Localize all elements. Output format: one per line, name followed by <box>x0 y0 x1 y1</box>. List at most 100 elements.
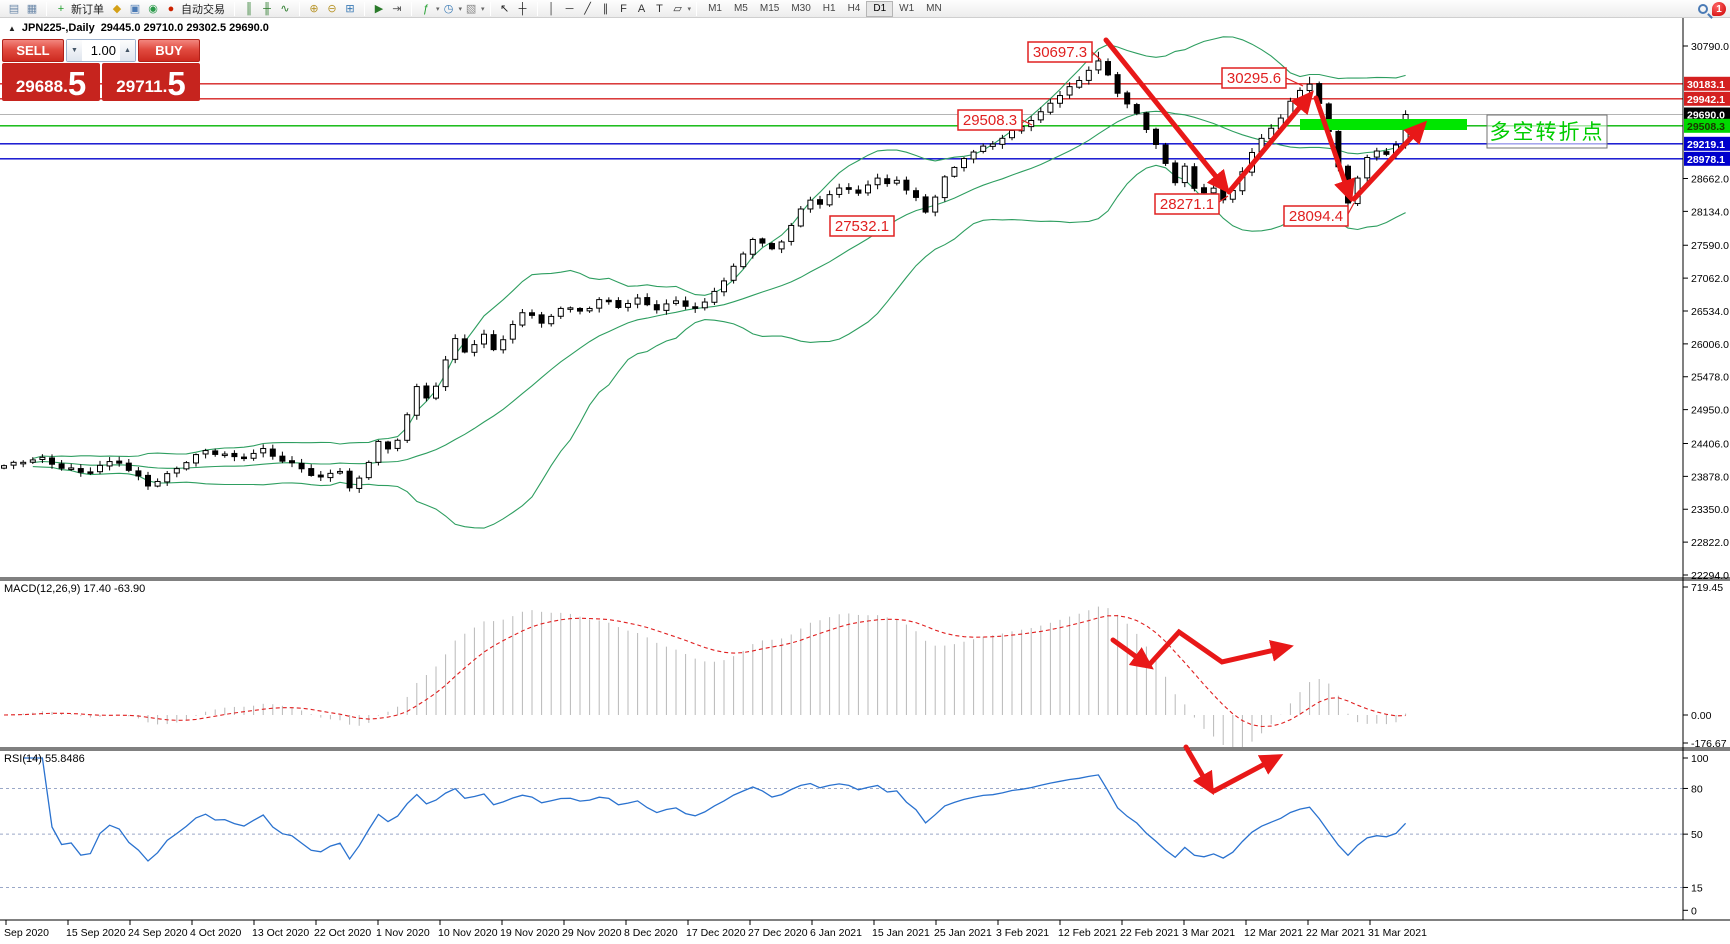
templates-icon-caret[interactable]: ▾ <box>481 5 485 13</box>
expert-advisors-icon[interactable]: ▣ <box>129 3 141 15</box>
buy-price-frac: 5 <box>167 65 186 102</box>
signals-icon[interactable]: ◉ <box>148 3 158 15</box>
crosshair-icon[interactable]: ┼ <box>518 2 527 15</box>
toolbar-right: 1 <box>1698 2 1726 19</box>
date-label: 15 Sep 2020 <box>66 927 126 939</box>
indicators-icon-caret[interactable]: ▾ <box>436 5 440 13</box>
templates-icon[interactable]: ▧ <box>465 3 477 15</box>
trendline-icon[interactable]: ╱ <box>584 3 591 15</box>
trend-arrow-main-1[interactable] <box>1226 90 1314 195</box>
trend-arrow-macd-1[interactable] <box>1146 628 1294 668</box>
shapes-icon-caret[interactable]: ▾ <box>687 5 692 13</box>
timeframe-group: M1 M5 M15 M30 H1 H4 D1 W1 MN <box>699 0 951 17</box>
callout-text: 29508.3 <box>963 112 1017 129</box>
toolbar-group: │ ─ ╱ ∥ F A T ▱ ▾ <box>540 1 695 17</box>
price-tick: 23878.0 <box>1691 471 1729 483</box>
toolbar-separator <box>489 1 491 16</box>
turning-point-highlight[interactable] <box>1300 119 1467 130</box>
price-axis[interactable]: 30790.0 28662.0 28134.0 27590.0 27062.0 26534… <box>1683 41 1730 582</box>
timeframe-m1[interactable]: M1 <box>708 3 722 14</box>
callout-30697.3[interactable]: 30697.3 <box>1027 41 1102 63</box>
candlestick-chart-icon[interactable]: ╫ <box>263 2 271 15</box>
trend-arrow-main-2[interactable] <box>1313 95 1355 203</box>
one-click-trade-panel: SELL ▼ 1.00 ▲ BUY 29688. 5 29711. 5 <box>2 39 200 101</box>
price-tick: 25478.0 <box>1691 372 1729 384</box>
fibonacci-icon[interactable]: F <box>620 2 627 15</box>
toolbar-separator <box>536 1 538 16</box>
price-tick: 24950.0 <box>1691 405 1729 417</box>
macd-indicator-label: MACD(12,26,9) 17.40 -63.90 <box>4 583 146 595</box>
auto-scroll-icon[interactable]: ▶ <box>374 3 384 15</box>
trend-arrow-main-0[interactable] <box>1103 37 1230 194</box>
buy-price-button[interactable]: 29711. 5 <box>102 63 200 101</box>
rsi-axis-label: 0 <box>1691 905 1697 917</box>
text-label-icon[interactable]: T <box>656 2 663 15</box>
callout-29508.3[interactable]: 29508.3 <box>957 109 1033 131</box>
trend-arrow-rsi-0[interactable] <box>1183 744 1215 796</box>
timeframe-m5[interactable]: M5 <box>733 3 748 14</box>
timeframe-w1[interactable]: W1 <box>899 3 915 14</box>
equidistant-channel-icon[interactable]: ∥ <box>602 3 609 15</box>
zoom-in-icon[interactable]: ⊕ <box>309 3 319 15</box>
search-icon[interactable] <box>1698 4 1713 19</box>
volume-input[interactable]: 1.00 <box>90 43 116 58</box>
date-label: 27 Dec 2020 <box>748 927 808 939</box>
trend-arrow-rsi-1[interactable] <box>1211 754 1284 794</box>
rsi-line <box>23 757 1407 862</box>
toolbar-separator <box>234 1 235 16</box>
timeframe-m15[interactable]: M15 <box>759 3 780 14</box>
zoom-out-icon[interactable]: ⊖ <box>327 3 337 15</box>
horizontal-line-icon[interactable]: ─ <box>565 2 574 15</box>
timeframe-h1[interactable]: H1 <box>822 3 836 14</box>
sell-button[interactable]: SELL <box>2 39 64 62</box>
date-label: 12 Feb 2021 <box>1058 927 1117 939</box>
buy-button[interactable]: BUY <box>138 39 200 62</box>
line-chart-icon[interactable]: ∿ <box>280 3 290 15</box>
date-label: 19 Nov 2020 <box>500 927 560 939</box>
bar-chart-icon[interactable]: ║ <box>245 2 253 15</box>
trend-arrow-macd-0[interactable] <box>1110 637 1154 670</box>
periods-icon[interactable]: ◷ <box>443 3 454 15</box>
date-label: 22 Feb 2021 <box>1120 927 1179 939</box>
timeframe-h4[interactable]: H4 <box>847 3 861 14</box>
toolbar: ▤ ▦ + 新订单 ◆ ▣ ◉ ● 自动交易 ║ ╫ ∿ ⊕ ⊖ ⊞ ▶ ⇥ ƒ ▾ ◷ ▾ ▧ ▾ ↖ ┼ │ ─ ╱ ∥ F A T ▱ ▾ M… <box>0 0 1730 19</box>
data-window-icon[interactable]: ▦ <box>26 3 38 15</box>
rsi-axis-label: 50 <box>1691 829 1703 841</box>
auto-trading-icon[interactable]: ● <box>167 2 175 15</box>
text-icon[interactable]: A <box>637 2 646 15</box>
metaeditor-icon[interactable]: ◆ <box>112 3 122 15</box>
date-label: 29 Nov 2020 <box>562 927 622 939</box>
callout-28271.1[interactable]: 28271.1 <box>1154 193 1229 215</box>
timeframe-mn[interactable]: MN <box>926 3 942 14</box>
sell-price-button[interactable]: 29688. 5 <box>2 63 100 101</box>
indicators-icon[interactable]: ƒ <box>422 2 430 15</box>
vertical-line-icon[interactable]: │ <box>548 2 555 15</box>
callout-28094.4[interactable]: 28094.4 <box>1283 202 1355 227</box>
shapes-icon[interactable]: ▱ <box>673 3 682 15</box>
callout-30295.6[interactable]: 30295.6 <box>1221 67 1304 89</box>
timeframe-d1[interactable]: D1 <box>866 0 894 17</box>
callout-27532.1[interactable]: 27532.1 <box>829 215 895 237</box>
volume-increase-button[interactable]: ▲ <box>120 40 135 61</box>
trend-arrow-main-3[interactable] <box>1351 120 1428 202</box>
price-badge-value: 29219.1 <box>1687 139 1725 151</box>
toolbar-separator <box>46 1 47 16</box>
one-click-panel-toggle[interactable]: ▲ <box>8 23 16 33</box>
notification-badge[interactable]: 1 <box>1712 2 1726 16</box>
time-axis[interactable]: Sep 2020 15 Sep 2020 24 Sep 2020 4 Oct 2020… <box>4 920 1427 939</box>
chart-window-icon[interactable]: ▤ <box>8 3 20 15</box>
tile-windows-icon[interactable]: ⊞ <box>345 3 355 15</box>
volume-decrease-button[interactable]: ▼ <box>67 40 82 61</box>
turning-point-box[interactable] <box>1486 114 1608 149</box>
chart-shift-icon[interactable]: ⇥ <box>392 3 402 15</box>
cursor-icon[interactable]: ↖ <box>499 3 510 15</box>
timeframe-m30[interactable]: M30 <box>791 3 811 14</box>
macd-axis-label: 719.45 <box>1691 582 1723 594</box>
periods-icon-caret[interactable]: ▾ <box>458 5 463 13</box>
toolbar-separator <box>364 1 365 16</box>
new-order-icon[interactable]: + <box>57 2 65 15</box>
macd-signal-line <box>3 615 1406 728</box>
toolbar-group: ▤ ▦ <box>2 1 44 17</box>
